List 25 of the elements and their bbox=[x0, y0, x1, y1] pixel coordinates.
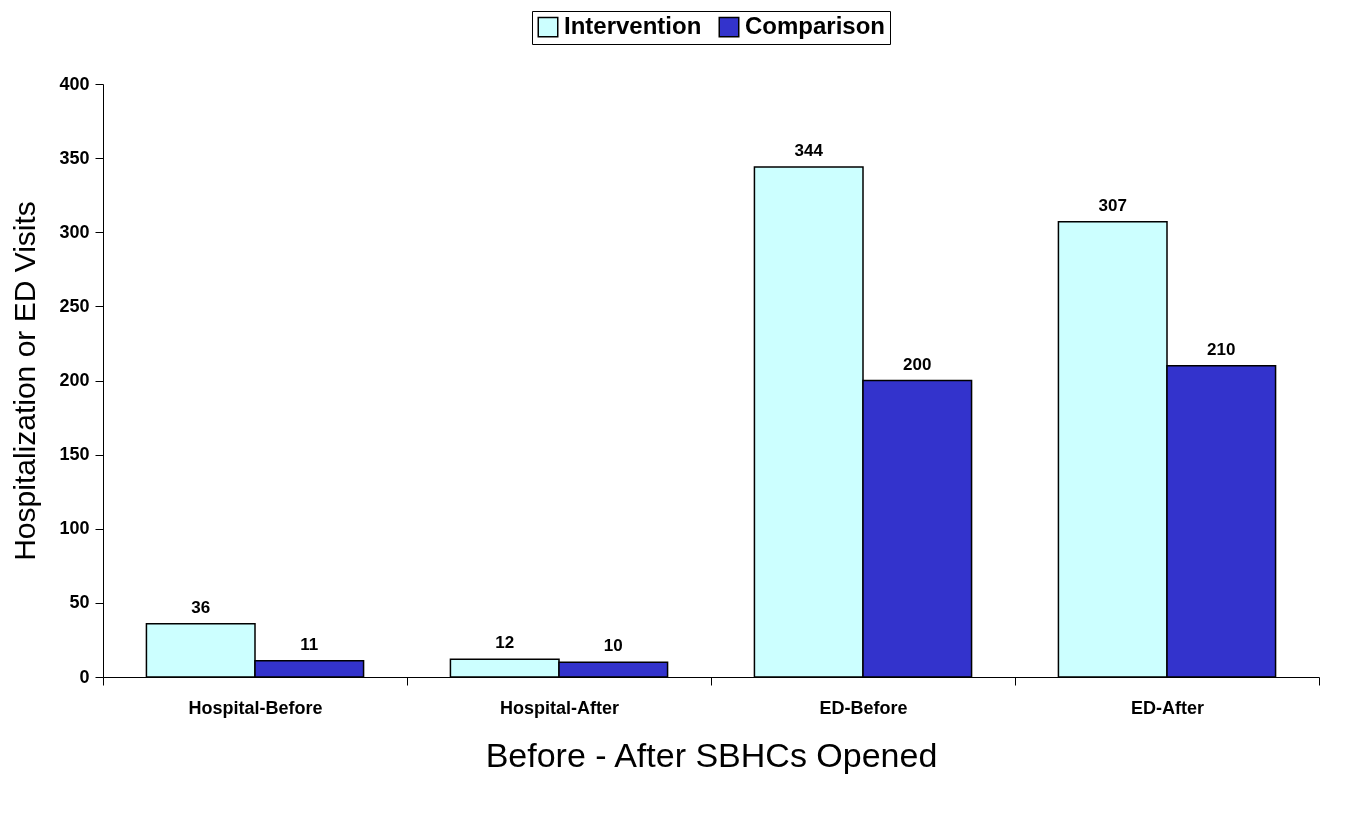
data-label: 344 bbox=[794, 141, 824, 161]
y-tick-label: 50 bbox=[69, 592, 90, 613]
y-tick-label: 400 bbox=[59, 73, 90, 94]
legend-label: Comparison bbox=[745, 12, 886, 40]
y-tick-label: 250 bbox=[59, 295, 90, 316]
y-tick-label: 350 bbox=[59, 147, 90, 168]
y-tick-label: 150 bbox=[59, 444, 90, 465]
data-label: 11 bbox=[300, 634, 319, 654]
y-tick-label: 300 bbox=[59, 221, 90, 242]
x-tick-label: ED-Before bbox=[819, 697, 908, 718]
data-label: 210 bbox=[1207, 339, 1236, 359]
data-label: 200 bbox=[903, 354, 932, 374]
data-label: 10 bbox=[603, 636, 623, 656]
data-label: 36 bbox=[191, 597, 211, 617]
x-tick-label: Hospital-Before bbox=[188, 697, 323, 718]
y-tick-label: 100 bbox=[59, 518, 90, 539]
data-label: 307 bbox=[1098, 195, 1127, 215]
y-tick-label: 200 bbox=[59, 370, 90, 390]
y-tick-label: 0 bbox=[79, 666, 90, 687]
data-label: 12 bbox=[495, 633, 515, 653]
y-axis-title: Hospitalization or ED Visits bbox=[8, 201, 42, 561]
x-axis-title: Before - After SBHCs Opened bbox=[485, 735, 938, 774]
x-tick-label: Hospital-After bbox=[499, 697, 620, 718]
x-tick-label: ED-After bbox=[1130, 697, 1205, 718]
legend-label: Intervention bbox=[564, 12, 702, 40]
